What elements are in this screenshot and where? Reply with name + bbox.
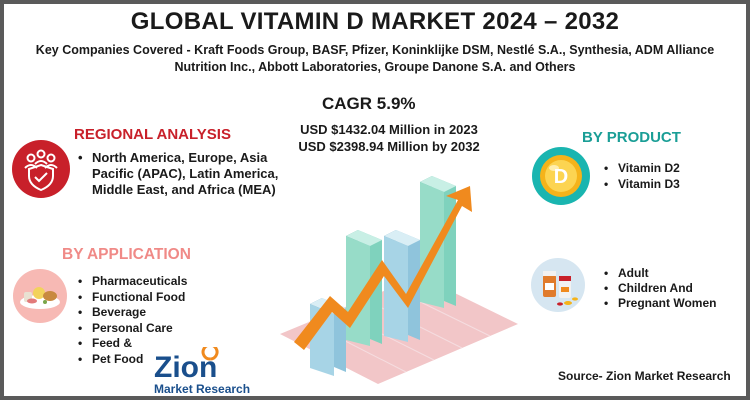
key-companies-subtitle: Key Companies Covered - Kraft Foods Grou… bbox=[35, 43, 715, 74]
end-user-list: Adult Children And Pregnant Women bbox=[604, 266, 744, 311]
list-item: Vitamin D3 bbox=[604, 176, 744, 192]
infographic-canvas: GLOBAL VITAMIN D MARKET 2024 – 2032 Key … bbox=[4, 4, 746, 396]
product-list: Vitamin D2 Vitamin D3 bbox=[604, 160, 744, 192]
list-item: Pet Food bbox=[78, 352, 258, 368]
list-item: Beverage bbox=[78, 305, 258, 321]
list-item: Pharmaceuticals bbox=[78, 274, 258, 290]
list-item: Feed & bbox=[78, 336, 258, 352]
logo-wordmark: Zion bbox=[154, 351, 217, 384]
list-item: North America, Europe, Asia Pacific (APA… bbox=[78, 150, 288, 198]
zion-logo: Zion Market Research bbox=[154, 347, 250, 396]
application-list: Pharmaceuticals Functional Food Beverage… bbox=[78, 274, 258, 367]
application-heading: BY APPLICATION bbox=[62, 246, 191, 263]
product-heading: BY PRODUCT bbox=[582, 129, 681, 146]
market-value-2023: USD $1432.04 Million in 2023 bbox=[300, 122, 478, 137]
supplement-bottles-icon bbox=[531, 258, 585, 312]
vitamin-d-capsule-icon: D bbox=[532, 147, 590, 205]
logo-tagline: Market Research bbox=[154, 382, 250, 396]
food-plate-icon bbox=[13, 269, 67, 323]
end-user-heading: END-USER bbox=[597, 238, 676, 255]
page-title: GLOBAL VITAMIN D MARKET 2024 – 2032 bbox=[130, 8, 620, 35]
regional-shield-icon bbox=[12, 140, 70, 198]
market-value-2032: USD $2398.94 Million by 2032 bbox=[298, 139, 480, 154]
regional-list: North America, Europe, Asia Pacific (APA… bbox=[78, 150, 288, 198]
source-note: Source- Zion Market Research bbox=[558, 369, 731, 383]
list-item: Vitamin D2 bbox=[604, 160, 744, 176]
vitamin-d-letter: D bbox=[554, 166, 568, 188]
list-item: Children And bbox=[604, 281, 744, 296]
list-item: Personal Care bbox=[78, 321, 258, 337]
growth-arrow bbox=[294, 186, 472, 350]
regional-heading: REGIONAL ANALYSIS bbox=[74, 126, 231, 143]
cagr-label: CAGR 5.9% bbox=[322, 94, 416, 113]
list-item: Pregnant Women bbox=[604, 296, 744, 311]
list-item: Adult bbox=[604, 266, 744, 281]
list-item: Functional Food bbox=[78, 290, 258, 306]
chart-bar-3 bbox=[384, 230, 420, 342]
growth-chart-illustration bbox=[280, 176, 518, 384]
